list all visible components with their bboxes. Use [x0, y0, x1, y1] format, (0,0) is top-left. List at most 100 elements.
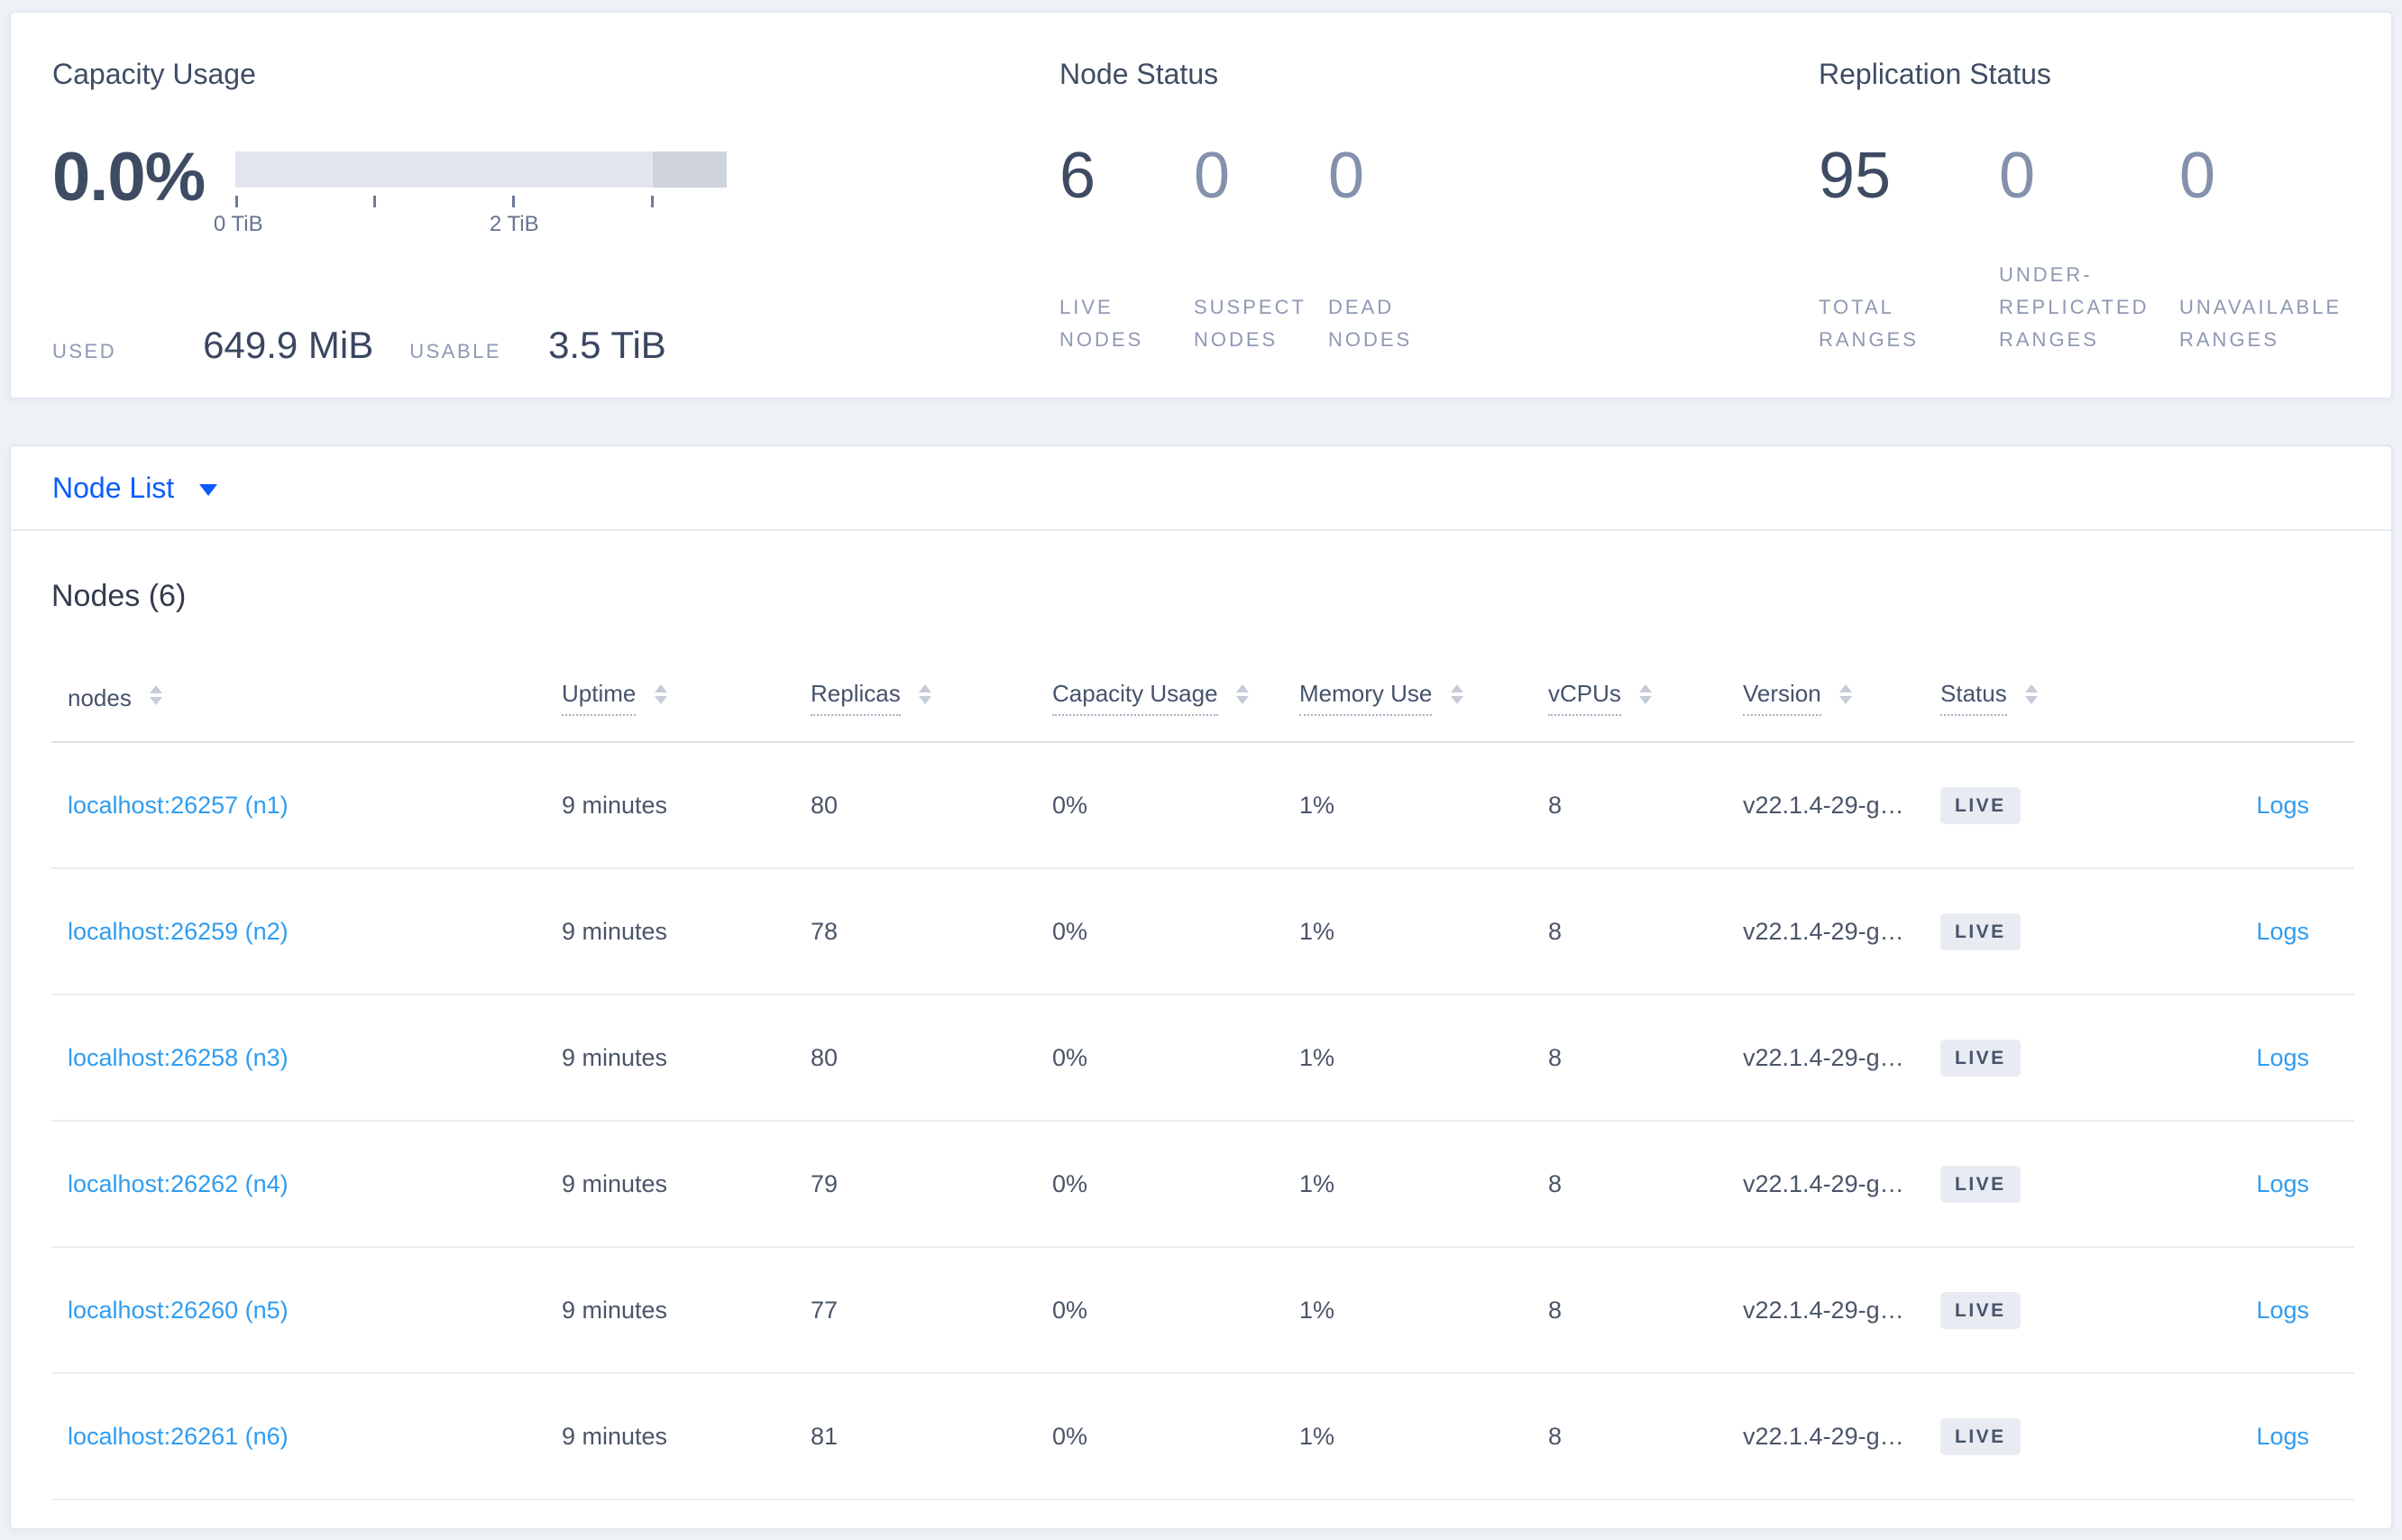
status-cell: LIVE — [1924, 868, 2142, 995]
node-cell: localhost:26257 (n1) — [51, 742, 545, 869]
stat-value: 0 — [1328, 140, 1365, 212]
sort-icon — [1639, 684, 1653, 704]
replicas-cell: 81 — [794, 1373, 1036, 1500]
column-header-vcpus[interactable]: vCPUs — [1532, 638, 1727, 743]
logs-cell: Logs — [2142, 1121, 2354, 1248]
capacity-bar-chart: 0 TiB 2 TiB — [214, 151, 728, 251]
uptime-cell: 9 minutes — [545, 868, 794, 995]
axis-tick-label: 2 TiB — [489, 212, 539, 236]
table-row: localhost:26257 (n1) 9 minutes 80 0% 1% … — [51, 742, 2354, 869]
sort-icon — [1235, 684, 1249, 704]
memory-cell: 1% — [1283, 868, 1532, 995]
column-header-nodes[interactable]: nodes — [51, 638, 545, 743]
logs-link[interactable]: Logs — [2256, 1043, 2309, 1071]
chevron-down-icon[interactable] — [199, 483, 218, 496]
uptime-cell: 9 minutes — [545, 1247, 794, 1374]
axis-tick — [651, 196, 655, 207]
suspect-nodes-stat: 0 SUSPECT NODES — [1194, 142, 1328, 356]
column-header-logs — [2142, 638, 2354, 743]
version-cell: v22.1.4-29-g… — [1727, 1247, 1924, 1374]
memory-cell: 1% — [1283, 1121, 1532, 1248]
logs-link[interactable]: Logs — [2256, 917, 2309, 945]
table-row: localhost:26260 (n5) 9 minutes 77 0% 1% … — [51, 1247, 2354, 1374]
axis-tick — [373, 196, 377, 207]
uptime-cell: 9 minutes — [545, 995, 794, 1122]
logs-cell: Logs — [2142, 742, 2354, 869]
table-row: localhost:26261 (n6) 9 minutes 81 0% 1% … — [51, 1373, 2354, 1500]
column-header-uptime[interactable]: Uptime — [545, 638, 794, 743]
stat-value: 0 — [2179, 140, 2216, 212]
replicas-cell: 80 — [794, 995, 1036, 1122]
vcpus-cell: 8 — [1532, 1121, 1727, 1248]
logs-link[interactable]: Logs — [2256, 1169, 2309, 1197]
nodes-card: Node List Nodes (6) nodes Uptime — [9, 445, 2393, 1530]
vcpus-cell: 8 — [1532, 1247, 1727, 1374]
node-cell: localhost:26261 (n6) — [51, 1373, 545, 1500]
sort-icon — [150, 684, 163, 705]
logs-link[interactable]: Logs — [2256, 1422, 2309, 1450]
capacity-cell: 0% — [1036, 1247, 1283, 1374]
memory-cell: 1% — [1283, 1373, 1532, 1500]
stat-label: TOTAL RANGES — [1819, 296, 1919, 351]
sort-icon — [1838, 684, 1852, 704]
under-replicated-ranges-stat: 0 UNDER-REPLICATED RANGES — [1999, 142, 2179, 356]
table-header-row: nodes Uptime Replicas Capacity Usage — [51, 638, 2354, 743]
status-badge: LIVE — [1940, 912, 2021, 950]
column-header-capacity-usage[interactable]: Capacity Usage — [1036, 638, 1283, 743]
node-link[interactable]: localhost:26260 (n5) — [68, 1296, 289, 1324]
node-list-selector[interactable]: Node List — [52, 471, 175, 504]
column-header-replicas[interactable]: Replicas — [794, 638, 1036, 743]
stat-label: UNAVAILABLE RANGES — [2179, 296, 2342, 351]
column-header-version[interactable]: Version — [1727, 638, 1924, 743]
memory-cell: 1% — [1283, 742, 1532, 869]
replication-status-title: Replication Status — [1819, 58, 2051, 90]
used-value: 649.9 MiB — [203, 324, 374, 366]
status-cell: LIVE — [1924, 742, 2142, 869]
memory-cell: 1% — [1283, 995, 1532, 1122]
column-header-memory-use[interactable]: Memory Use — [1283, 638, 1532, 743]
node-link[interactable]: localhost:26258 (n3) — [68, 1043, 289, 1071]
capacity-bar-dark-segment — [653, 151, 728, 188]
stat-value: 0 — [1999, 140, 2036, 212]
column-header-status[interactable]: Status — [1924, 638, 2142, 743]
vcpus-cell: 8 — [1532, 868, 1727, 995]
capacity-cell: 0% — [1036, 742, 1283, 869]
vcpus-cell: 8 — [1532, 742, 1727, 869]
replicas-cell: 77 — [794, 1247, 1036, 1374]
node-link[interactable]: localhost:26262 (n4) — [68, 1169, 289, 1197]
logs-link[interactable]: Logs — [2256, 1296, 2309, 1324]
status-cell: LIVE — [1924, 1373, 2142, 1500]
node-link[interactable]: localhost:26259 (n2) — [68, 917, 289, 945]
capacity-usage-title: Capacity Usage — [52, 58, 256, 90]
dead-nodes-stat: 0 DEAD NODES — [1328, 142, 1462, 356]
replicas-cell: 79 — [794, 1121, 1036, 1248]
capacity-cell: 0% — [1036, 868, 1283, 995]
version-cell: v22.1.4-29-g… — [1727, 1121, 1924, 1248]
stat-label: SUSPECT NODES — [1194, 296, 1306, 351]
status-badge: LIVE — [1940, 786, 2021, 824]
uptime-cell: 9 minutes — [545, 1373, 794, 1500]
node-cell: localhost:26260 (n5) — [51, 1247, 545, 1374]
total-ranges-stat: 95 TOTAL RANGES — [1819, 142, 1999, 356]
node-cell: localhost:26259 (n2) — [51, 868, 545, 995]
replicas-cell: 80 — [794, 742, 1036, 869]
logs-link[interactable]: Logs — [2256, 791, 2309, 819]
logs-cell: Logs — [2142, 868, 2354, 995]
nodes-table: nodes Uptime Replicas Capacity Usage — [51, 638, 2354, 1500]
sort-icon — [1450, 684, 1463, 704]
replication-status-section: Replication Status 95 TOTAL RANGES 0 UND… — [1819, 56, 2387, 367]
node-link[interactable]: localhost:26257 (n1) — [68, 791, 289, 819]
node-cell: localhost:26258 (n3) — [51, 995, 545, 1122]
view-selector-bar: Node List — [11, 446, 2391, 531]
status-badge: LIVE — [1940, 1417, 2021, 1455]
replicas-cell: 78 — [794, 868, 1036, 995]
axis-tick — [512, 196, 516, 207]
vcpus-cell: 8 — [1532, 995, 1727, 1122]
summary-card: Capacity Usage 0.0% 0 TiB 2 TiB USED 649… — [9, 11, 2393, 399]
sort-icon — [2024, 684, 2038, 704]
usable-label: USABLE — [409, 340, 502, 362]
node-link[interactable]: localhost:26261 (n6) — [68, 1422, 289, 1450]
capacity-percent: 0.0% — [52, 139, 206, 215]
version-cell: v22.1.4-29-g… — [1727, 742, 1924, 869]
